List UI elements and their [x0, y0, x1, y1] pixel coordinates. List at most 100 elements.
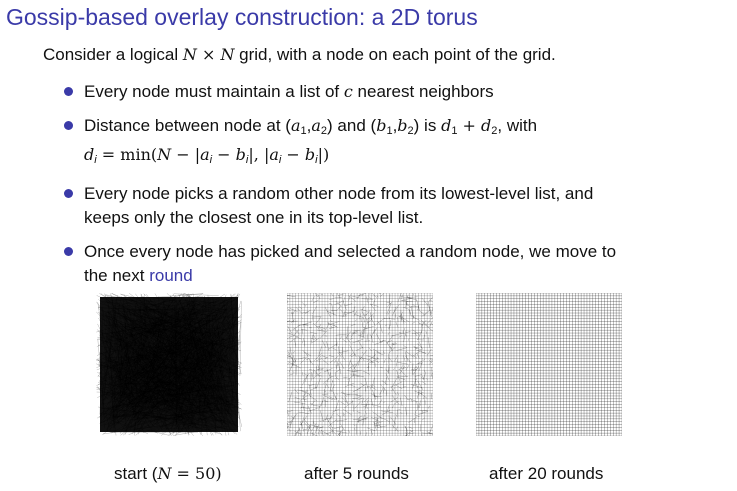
edge [197, 328, 234, 373]
random-edge [289, 373, 294, 376]
edge [190, 321, 234, 426]
random-edge [314, 293, 318, 298]
random-edge [349, 337, 353, 341]
b2-line2-n: N [157, 145, 172, 164]
random-edge [311, 296, 315, 302]
round-link[interactable]: round [149, 266, 193, 285]
random-edge [301, 402, 305, 411]
edge [142, 401, 204, 406]
random-edge [373, 424, 381, 427]
edge [210, 304, 223, 379]
random-edge [407, 296, 418, 298]
edge [141, 296, 220, 354]
random-edge [366, 313, 375, 321]
edge [187, 375, 232, 424]
random-edge [373, 351, 375, 360]
random-edge [365, 310, 371, 316]
random-edge [395, 414, 399, 418]
edge [208, 300, 222, 340]
random-edge [372, 377, 375, 388]
edge [170, 413, 176, 429]
random-edge [388, 357, 393, 362]
random-edge [357, 293, 366, 297]
random-edge [416, 400, 422, 412]
random-edge [317, 364, 320, 370]
edge [167, 387, 187, 398]
random-edge [348, 295, 357, 302]
edge [148, 345, 163, 378]
random-edge [331, 304, 334, 315]
random-edge [328, 322, 329, 325]
caption-start: start (N = 50) [114, 464, 222, 484]
edge [145, 306, 216, 382]
edge [139, 372, 228, 402]
random-edge [327, 322, 337, 327]
random-edge [396, 347, 407, 351]
edge [146, 394, 213, 429]
edge [104, 302, 175, 306]
random-edge [387, 404, 390, 411]
b2-line2-end: |) [317, 145, 330, 164]
random-edge [307, 405, 312, 414]
random-edge [289, 335, 299, 343]
random-edge [335, 376, 338, 380]
random-edge [342, 338, 348, 343]
edge [175, 406, 189, 436]
edge [109, 367, 161, 377]
random-edge [413, 345, 418, 349]
random-edge [319, 331, 327, 339]
random-edge [319, 425, 324, 429]
b2-line2-a: a [200, 145, 210, 164]
random-edge [372, 385, 376, 387]
random-edge [370, 303, 379, 307]
random-edge [404, 302, 408, 306]
edge [239, 301, 242, 376]
random-edge [424, 324, 433, 332]
b2-text2: ) and ( [327, 116, 377, 135]
edge [184, 334, 209, 385]
random-edge [328, 355, 335, 358]
edge [114, 370, 146, 402]
edge [220, 296, 233, 331]
edge [153, 303, 224, 428]
edge [121, 326, 207, 397]
edge [113, 320, 117, 351]
random-edge [310, 337, 315, 341]
random-edge [290, 416, 295, 426]
random-edge [338, 293, 345, 296]
random-edge [373, 416, 380, 424]
random-edge [345, 331, 352, 339]
random-edge [321, 430, 331, 436]
random-edge [330, 293, 334, 297]
random-edge [386, 342, 393, 352]
edge [201, 365, 240, 393]
random-edge [287, 410, 289, 417]
random-edge [397, 409, 399, 416]
bullet-pick-random: Every node picks a random other node fro… [62, 182, 722, 230]
random-edge [325, 323, 329, 331]
edge [106, 343, 128, 433]
random-edge [371, 336, 374, 344]
random-edge [374, 393, 376, 400]
edge [155, 320, 180, 432]
edge [170, 310, 201, 348]
edge [217, 306, 238, 359]
random-edge [344, 311, 352, 313]
edge [131, 330, 173, 406]
random-edge [335, 301, 342, 307]
random-edge [335, 368, 341, 373]
random-edge [350, 385, 356, 387]
random-edge [372, 299, 376, 304]
edge [112, 298, 127, 433]
edge [115, 316, 209, 396]
random-edge [293, 388, 299, 394]
random-edge [362, 370, 371, 375]
random-edge [399, 369, 407, 376]
b2-b2: b [397, 116, 408, 135]
random-edge [416, 383, 419, 389]
random-edge [376, 352, 384, 356]
edge [96, 329, 225, 386]
random-edge [387, 332, 390, 336]
random-edge [402, 331, 408, 337]
random-edge [398, 367, 406, 370]
